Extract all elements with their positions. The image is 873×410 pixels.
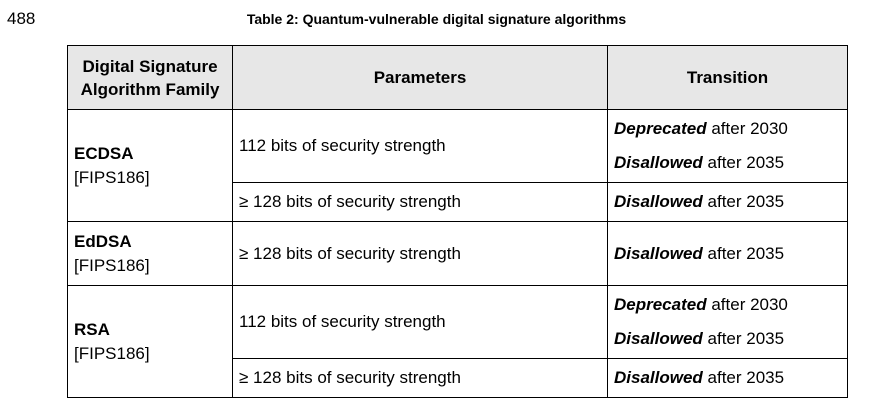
transition-cell: Disallowed after 2035 (607, 358, 848, 398)
transition-line: Disallowed after 2035 (614, 361, 841, 395)
status-label: Deprecated (614, 119, 707, 138)
status-date: after 2035 (702, 368, 785, 387)
status-label: Deprecated (614, 295, 707, 314)
family-reference: [FIPS186] (74, 167, 150, 187)
status-label: Disallowed (614, 329, 703, 348)
transition-line: Deprecated after 2030 (614, 288, 841, 322)
transition-line: Disallowed after 2035 (614, 322, 841, 356)
status-date: after 2035 (702, 153, 785, 172)
status-date: after 2035 (702, 329, 785, 348)
family-cell: EdDSA [FIPS186] (67, 221, 233, 286)
table-row: ECDSA [FIPS186] 112 bits of security str… (67, 109, 848, 222)
table-row: EdDSA [FIPS186] ≥ 128 bits of security s… (67, 221, 848, 286)
header-transition: Transition (607, 45, 848, 110)
family-reference: [FIPS186] (74, 255, 150, 275)
status-date: after 2035 (702, 243, 785, 263)
transition-cell: Disallowed after 2035 (607, 221, 848, 286)
transition-line: Disallowed after 2035 (614, 237, 841, 271)
status-date: after 2030 (706, 119, 788, 138)
header-family: Digital Signature Algorithm Family (67, 45, 233, 110)
transition-line: Disallowed after 2035 (614, 185, 841, 219)
table-row: RSA [FIPS186] 112 bits of security stren… (67, 285, 848, 398)
transition-cell: Deprecated after 2030 Disallowed after 2… (607, 109, 848, 183)
transition-cell: Disallowed after 2035 (607, 182, 848, 222)
parameter-cell: ≥ 128 bits of security strength (232, 221, 608, 286)
header-row: Digital Signature Algorithm Family Param… (67, 45, 848, 110)
family-reference: [FIPS186] (74, 343, 150, 363)
family-cell: ECDSA [FIPS186] (67, 109, 233, 222)
transition-line: Deprecated after 2030 (614, 112, 841, 146)
status-date: after 2030 (706, 295, 788, 314)
table-row: ≥ 128 bits of security strength Disallow… (68, 182, 848, 222)
family-cell: RSA [FIPS186] (67, 285, 233, 398)
line-number: 488 (7, 9, 36, 28)
table-caption: Table 2: Quantum-vulnerable digital sign… (246, 11, 627, 27)
header-parameters: Parameters (232, 45, 608, 110)
family-name: EdDSA (74, 231, 132, 251)
status-label: Disallowed (614, 243, 703, 263)
status-label: Disallowed (614, 153, 703, 172)
status-date: after 2035 (702, 192, 785, 211)
status-label: Disallowed (614, 192, 703, 211)
parameter-cell: 112 bits of security strength (232, 109, 608, 183)
transition-line: Disallowed after 2035 (614, 146, 841, 180)
parameter-cell: ≥ 128 bits of security strength (232, 182, 608, 222)
transition-cell: Deprecated after 2030 Disallowed after 2… (607, 285, 848, 359)
family-name: ECDSA (74, 143, 134, 163)
parameter-cell: 112 bits of security strength (232, 285, 608, 359)
status-label: Disallowed (614, 368, 703, 387)
family-name: RSA (74, 319, 110, 339)
parameter-cell: ≥ 128 bits of security strength (232, 358, 608, 398)
table-row: ≥ 128 bits of security strength Disallow… (68, 358, 848, 398)
signature-algorithms-table: Digital Signature Algorithm Family Param… (67, 45, 848, 398)
